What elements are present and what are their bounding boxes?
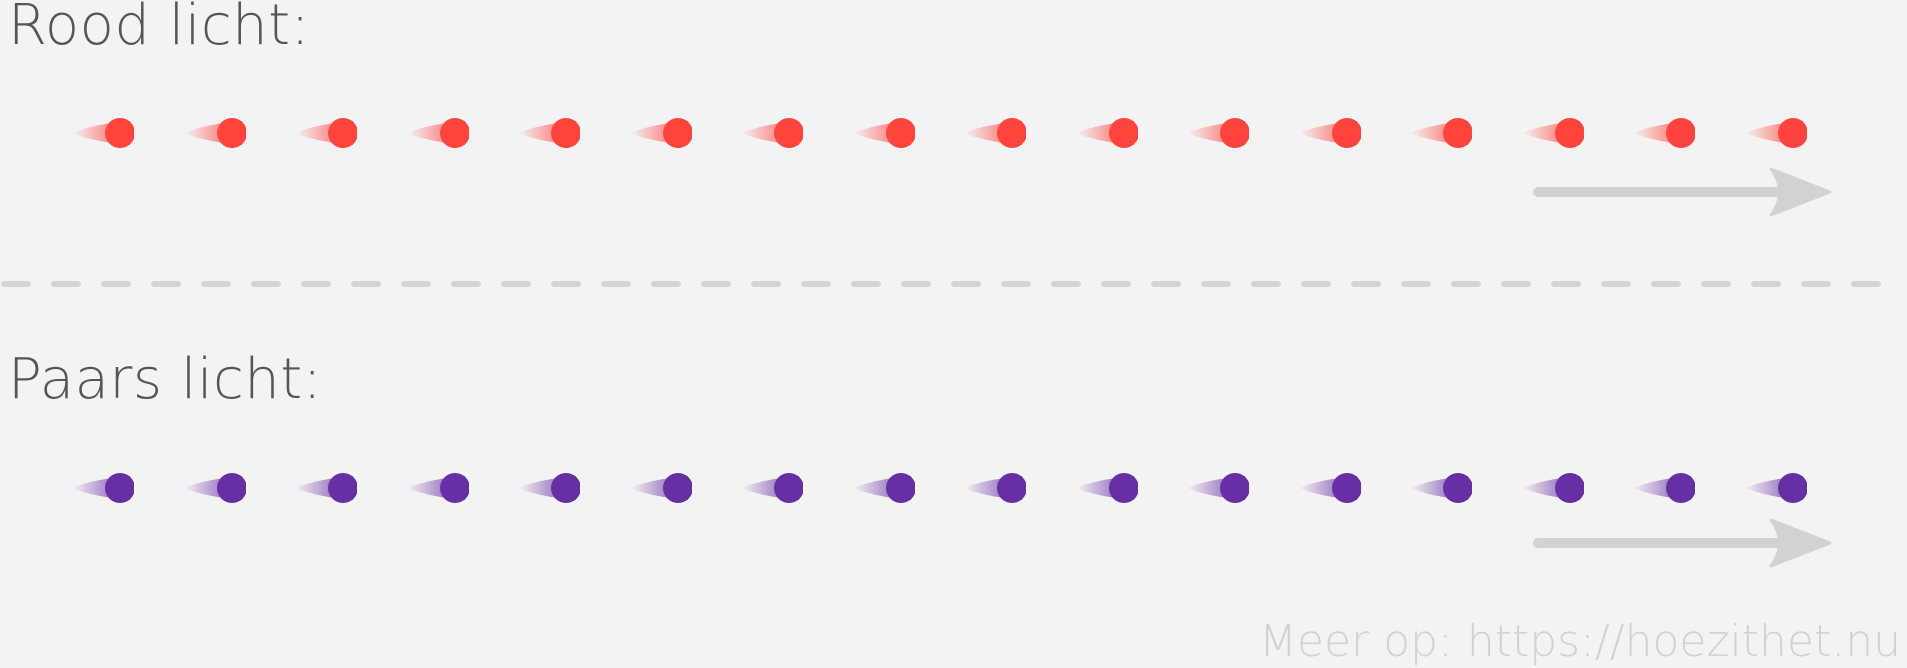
light-particle — [217, 118, 246, 148]
light-particle — [105, 118, 134, 148]
red-light-dot — [1297, 117, 1361, 149]
light-particle — [1555, 118, 1584, 148]
red-light-dot — [516, 117, 580, 149]
light-particle — [217, 473, 246, 503]
light-particle — [328, 473, 357, 503]
footer-source-link[interactable]: Meer op: https://hoezithet.nu — [1259, 616, 1901, 667]
purple-light-dot-row — [0, 468, 1907, 508]
red-light-dot — [70, 117, 134, 149]
red-light-dot — [1520, 117, 1584, 149]
purple-light-dot — [1297, 472, 1361, 504]
red-light-dot — [1743, 117, 1807, 149]
light-particle — [997, 118, 1026, 148]
red-light-dot — [851, 117, 915, 149]
red-light-dot-row — [0, 113, 1907, 153]
red-light-dot — [1408, 117, 1472, 149]
purple-light-dot — [405, 472, 469, 504]
red-light-dot — [1074, 117, 1138, 149]
red-light-dot — [628, 117, 692, 149]
red-light-dot — [739, 117, 803, 149]
section-divider — [1, 281, 1906, 287]
purple-light-dot — [1631, 472, 1695, 504]
section-title-purple: Paars licht: — [8, 347, 323, 412]
light-particle — [886, 118, 915, 148]
light-particle — [774, 473, 803, 503]
light-particle — [886, 473, 915, 503]
light-particle — [1666, 473, 1695, 503]
light-particle — [1220, 473, 1249, 503]
light-particle — [551, 118, 580, 148]
light-particle — [1109, 118, 1138, 148]
purple-light-dot — [962, 472, 1026, 504]
purple-light-dot — [293, 472, 357, 504]
light-particle — [1555, 473, 1584, 503]
light-particle — [1109, 473, 1138, 503]
purple-light-dot — [1074, 472, 1138, 504]
purple-light-dot — [1743, 472, 1807, 504]
light-particle — [1443, 473, 1472, 503]
light-particle — [440, 473, 469, 503]
red-light-dot — [405, 117, 469, 149]
purple-light-dot — [628, 472, 692, 504]
red-light-dot — [1631, 117, 1695, 149]
purple-light-dot — [70, 472, 134, 504]
light-particle — [997, 473, 1026, 503]
purple-light-dot — [1185, 472, 1249, 504]
purple-light-dot — [739, 472, 803, 504]
light-particle — [1332, 473, 1361, 503]
red-light-dot — [293, 117, 357, 149]
direction-arrow-icon — [1533, 518, 1832, 568]
light-particle — [1778, 118, 1807, 148]
purple-light-dot — [851, 472, 915, 504]
light-particle — [663, 473, 692, 503]
light-particle — [1443, 118, 1472, 148]
purple-light-dot — [516, 472, 580, 504]
light-particle — [774, 118, 803, 148]
light-particle — [551, 473, 580, 503]
red-light-dot — [182, 117, 246, 149]
light-particle — [1220, 118, 1249, 148]
light-particle — [328, 118, 357, 148]
direction-arrow-icon — [1533, 167, 1832, 217]
light-particle — [105, 473, 134, 503]
purple-light-dot — [1520, 472, 1584, 504]
purple-light-dot — [1408, 472, 1472, 504]
purple-light-dot — [182, 472, 246, 504]
light-particle — [663, 118, 692, 148]
light-particle — [1332, 118, 1361, 148]
red-light-dot — [962, 117, 1026, 149]
light-particle — [1666, 118, 1695, 148]
section-title-red: Rood licht: — [8, 0, 310, 58]
light-particle — [440, 118, 469, 148]
light-particle — [1778, 473, 1807, 503]
red-light-dot — [1185, 117, 1249, 149]
